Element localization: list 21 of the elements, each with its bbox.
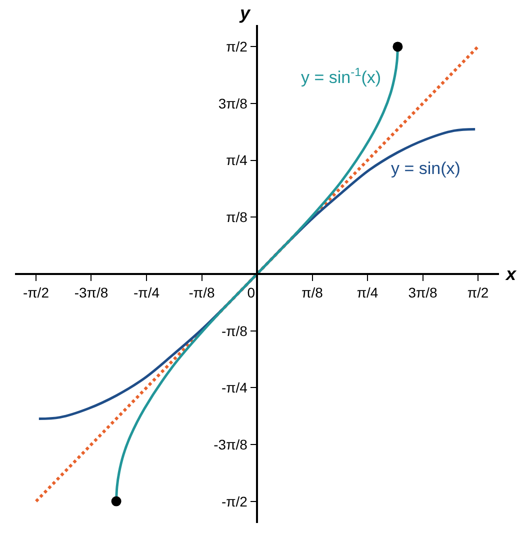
x-tick-label: -π/2 [22, 284, 50, 301]
x-tick-label: -π/4 [134, 284, 160, 301]
y-tick-label: π/4 [226, 152, 248, 168]
y-tick-label: π/8 [226, 209, 248, 226]
y-tick-label: -3π/8 [214, 436, 248, 452]
y-tick-label: -π/4 [221, 380, 248, 396]
x-tick-label: 0 [247, 284, 267, 301]
y-tick-label: 3π/8 [218, 95, 248, 112]
y-axis-title: y [239, 3, 251, 23]
x-tick-label: π/2 [467, 284, 489, 301]
series-label: y = sin(x) [391, 159, 460, 178]
x-tick-label: π/8 [302, 284, 324, 301]
y-tick-label: π/2 [226, 38, 248, 54]
x-axis-title: x [505, 264, 517, 284]
x-tick-label: π/4 [356, 284, 378, 301]
x-tick-label: 3π/8 [408, 284, 438, 301]
series-label: y = sin$^{-1}$(x) [301, 65, 382, 88]
x-tick-label: -3π/8 [74, 284, 108, 301]
x-tick-label: -π/8 [188, 284, 215, 301]
y-tick-label: -π/8 [221, 322, 248, 339]
y-tick-label: -π/2 [221, 493, 248, 510]
